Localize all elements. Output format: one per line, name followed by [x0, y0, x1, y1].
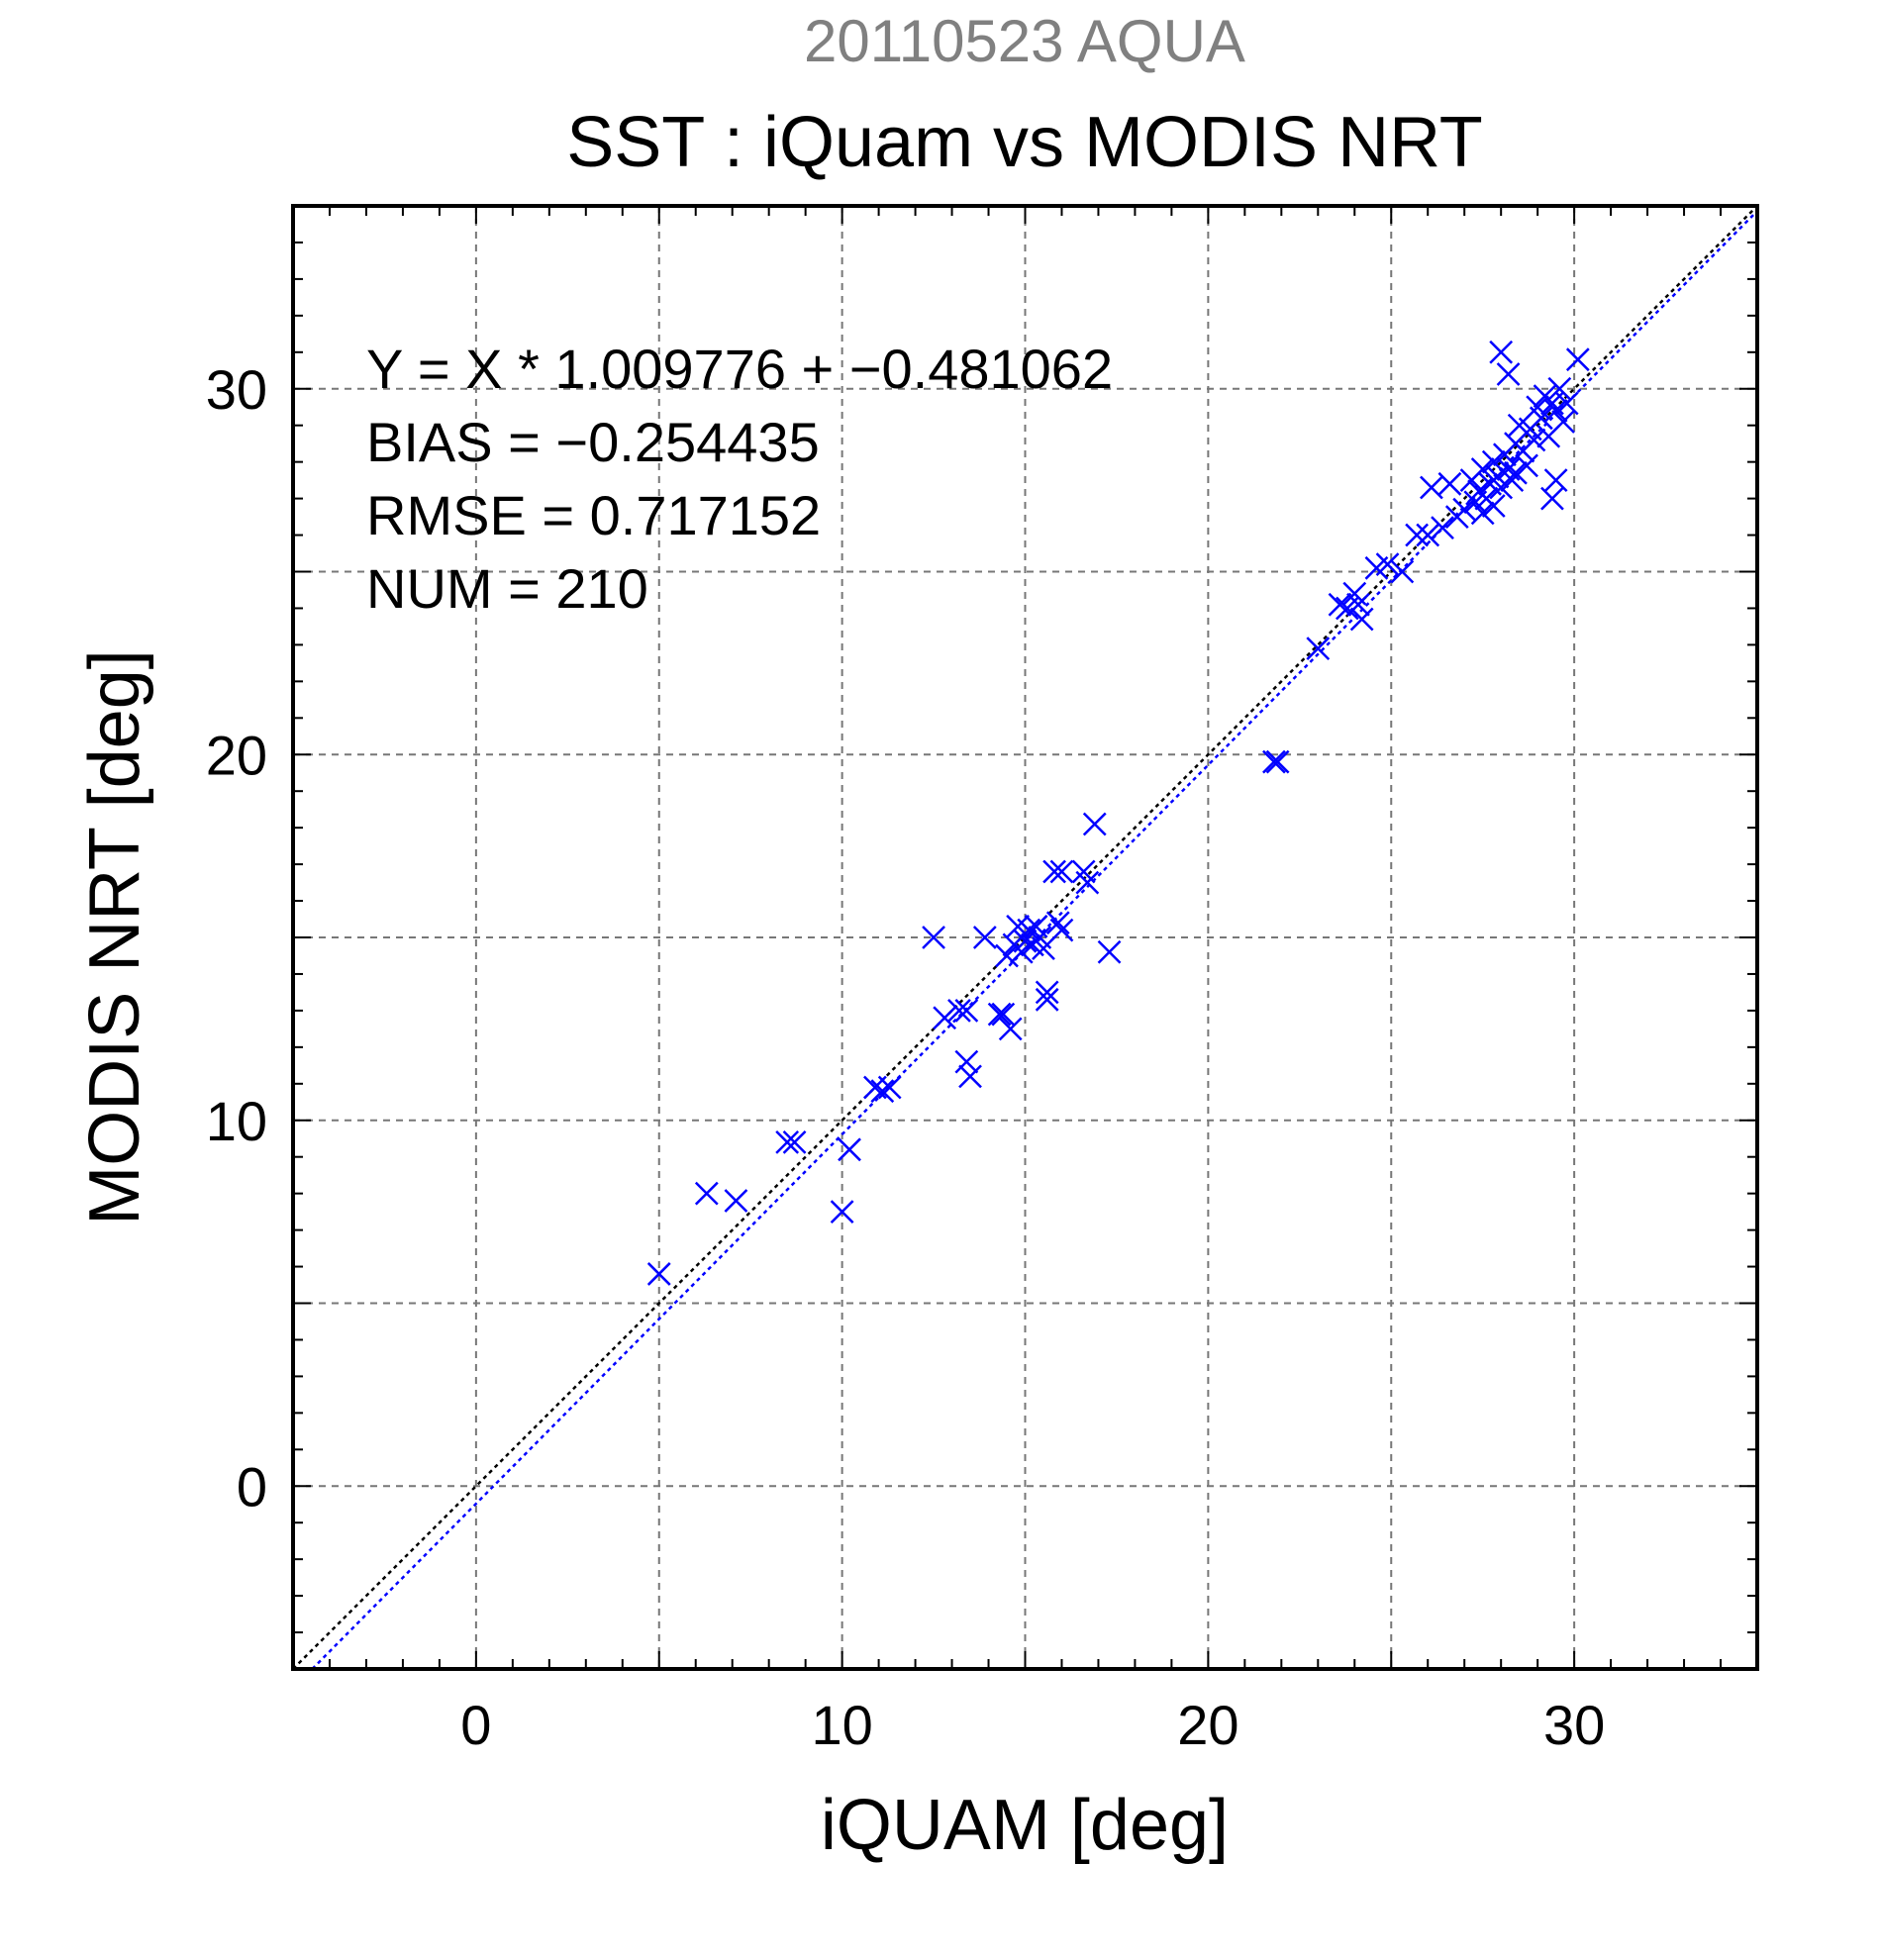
data-point — [947, 999, 971, 1023]
data-point — [1349, 607, 1374, 632]
data-point — [1470, 501, 1495, 526]
data-point — [1540, 486, 1564, 511]
data-point — [1049, 918, 1074, 942]
x-tick-label: 0 — [460, 1694, 491, 1756]
data-point — [933, 1006, 957, 1030]
data-point — [1075, 870, 1100, 895]
regression-equation: Y = X * 1.009776 + −0.481062 — [366, 338, 1113, 400]
data-point — [870, 1079, 895, 1104]
plot-frame — [291, 204, 1759, 1671]
data-point — [1049, 859, 1074, 884]
data-point — [646, 1262, 671, 1286]
chart-subtitle: 20110523 AQUA — [804, 8, 1245, 74]
data-point — [987, 1002, 1012, 1027]
num-text: NUM = 210 — [366, 557, 648, 620]
data-point — [998, 1017, 1023, 1041]
data-point — [1529, 406, 1553, 431]
data-point — [1045, 911, 1070, 935]
data-point — [1565, 347, 1590, 372]
data-point — [694, 1181, 719, 1206]
data-point — [724, 1189, 748, 1213]
y-tick-label: 10 — [206, 1090, 267, 1152]
x-axis-label: iQUAM [deg] — [821, 1786, 1229, 1865]
data-point — [1431, 516, 1454, 540]
data-point — [1042, 859, 1066, 884]
data-point — [1328, 592, 1352, 617]
reference-lines — [292, 205, 1758, 1670]
data-point — [1470, 457, 1495, 481]
data-point — [1035, 987, 1059, 1012]
data-point — [1554, 391, 1579, 416]
y-tick-label: 20 — [206, 724, 267, 786]
bias-text: BIAS = −0.254435 — [366, 411, 820, 473]
x-tick-label: 10 — [811, 1694, 872, 1756]
y-tick-label: 0 — [237, 1455, 267, 1518]
stats-box: Y = X * 1.009776 + −0.481062 BIAS = −0.2… — [366, 338, 1113, 620]
data-point — [1543, 399, 1568, 423]
data-point — [1452, 497, 1477, 522]
data-point — [1551, 410, 1575, 434]
data-point — [782, 1130, 807, 1154]
data-point — [1097, 939, 1122, 964]
data-point — [1390, 559, 1415, 584]
data-point — [1262, 749, 1286, 774]
data-point — [1515, 453, 1538, 478]
y-tick-label: 30 — [206, 358, 267, 421]
data-point — [958, 1064, 982, 1089]
data-point — [972, 926, 997, 949]
data-point — [1481, 494, 1506, 518]
data-point — [877, 1075, 902, 1100]
data-point — [1504, 460, 1528, 485]
data-point — [1547, 376, 1572, 401]
data-point — [1375, 552, 1400, 576]
data-point — [1017, 918, 1041, 942]
data-point — [830, 1200, 854, 1225]
data-point — [1489, 340, 1514, 364]
x-tick-label: 20 — [1177, 1694, 1238, 1756]
data-point — [1416, 523, 1440, 547]
data-point — [1346, 592, 1370, 617]
data-point — [1437, 471, 1462, 496]
data-point — [1405, 523, 1430, 547]
data-point — [1522, 428, 1546, 452]
data-point — [1420, 475, 1443, 500]
data-points — [646, 340, 1590, 1286]
data-point — [775, 1130, 800, 1154]
data-point — [954, 999, 979, 1023]
y-axis-label: MODIS NRT [deg] — [75, 649, 154, 1225]
data-point — [838, 1137, 861, 1162]
data-point — [954, 1049, 979, 1074]
data-point — [1306, 637, 1331, 660]
data-point — [1032, 936, 1055, 960]
x-axis-ticks: 0 10 20 30 — [460, 1694, 1605, 1756]
x-tick-label: 30 — [1543, 1694, 1605, 1756]
data-point — [1082, 812, 1107, 836]
data-point — [991, 1002, 1016, 1027]
chart-title: SST : iQuam vs MODIS NRT — [566, 103, 1483, 182]
fit-line — [311, 210, 1758, 1670]
data-point — [1481, 449, 1506, 474]
rmse-text: RMSE = 0.717152 — [366, 484, 821, 546]
data-point — [995, 943, 1019, 968]
y-axis-ticks: 0 10 20 30 — [206, 358, 267, 1519]
data-point — [1543, 468, 1568, 493]
data-point — [922, 926, 945, 949]
data-point — [1265, 749, 1290, 774]
data-point — [1035, 980, 1059, 1005]
data-point — [1496, 362, 1521, 386]
